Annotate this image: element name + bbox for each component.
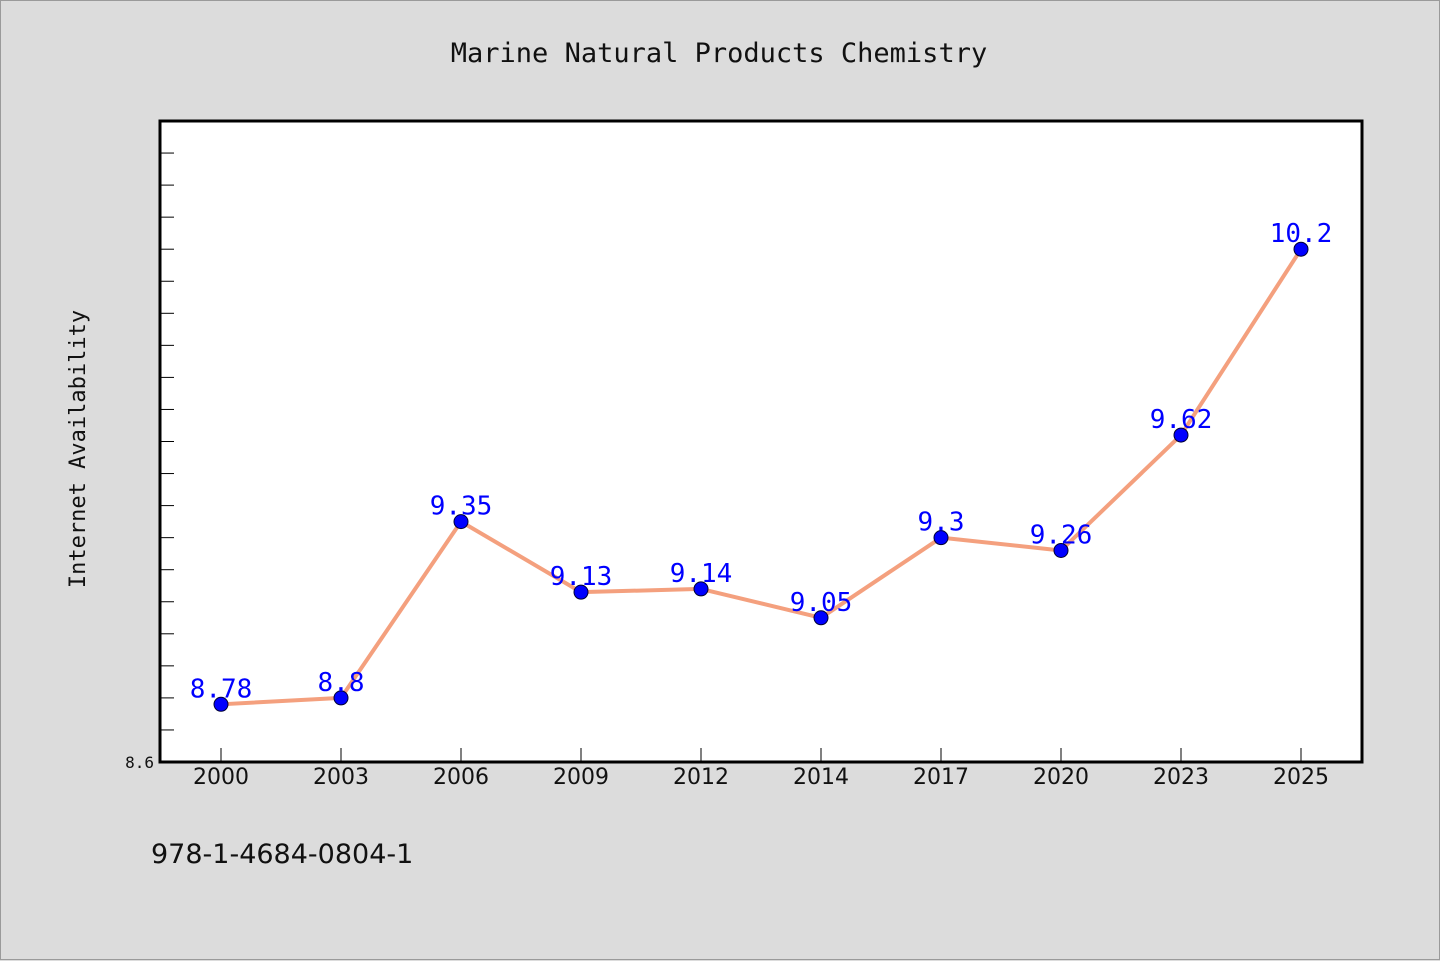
data-label: 9.62 <box>1150 405 1213 435</box>
isbn-footer: 978-1-4684-0804-1 <box>151 839 413 870</box>
x-tick-label: 2003 <box>313 765 369 790</box>
x-tick-label: 2017 <box>913 765 969 790</box>
data-point <box>813 610 829 626</box>
data-point <box>1173 427 1189 443</box>
data-label: 9.14 <box>670 559 733 589</box>
y-axis-ticks: 8.6 <box>125 120 174 772</box>
data-label: 8.78 <box>190 674 253 704</box>
x-tick-label: 2014 <box>793 765 849 790</box>
series-layer <box>213 241 1309 712</box>
x-tick-label: 2025 <box>1273 765 1329 790</box>
x-tick-label: 2000 <box>193 765 249 790</box>
data-label: 9.35 <box>430 492 493 522</box>
y-tick-label: 8.6 <box>125 753 154 772</box>
data-label: 10.2 <box>1270 219 1333 249</box>
data-label: 9.3 <box>918 508 965 538</box>
data-label: 9.26 <box>1030 520 1093 550</box>
data-point <box>453 514 469 530</box>
y-axis-label: Internet Availability <box>66 310 91 588</box>
data-point <box>933 530 949 546</box>
data-label: 8.8 <box>318 668 365 698</box>
series-line <box>219 247 1303 707</box>
x-tick-label: 2012 <box>673 765 729 790</box>
chart-title: Marine Natural Products Chemistry <box>451 38 987 69</box>
data-label: 9.05 <box>790 588 853 618</box>
x-tick-label: 2020 <box>1033 765 1089 790</box>
x-tick-label: 2023 <box>1153 765 1209 790</box>
data-point <box>333 690 349 706</box>
data-point <box>573 584 589 600</box>
data-point <box>1053 542 1069 558</box>
x-axis-ticks: 2000 2003 2006 2009 2012 2014 2017 2020 2023 2025 <box>193 748 1329 790</box>
data-point <box>1293 241 1309 257</box>
x-tick-label: 2006 <box>433 765 489 790</box>
data-point <box>693 581 709 597</box>
data-label-layer: 8.78 8.8 9.35 9.13 9.14 9.05 9.3 9.26 9.62 10.2 <box>190 219 1333 704</box>
x-tick-label: 2009 <box>553 765 609 790</box>
data-point <box>213 696 229 712</box>
plot-area <box>158 119 1364 764</box>
data-label: 9.13 <box>550 562 613 592</box>
